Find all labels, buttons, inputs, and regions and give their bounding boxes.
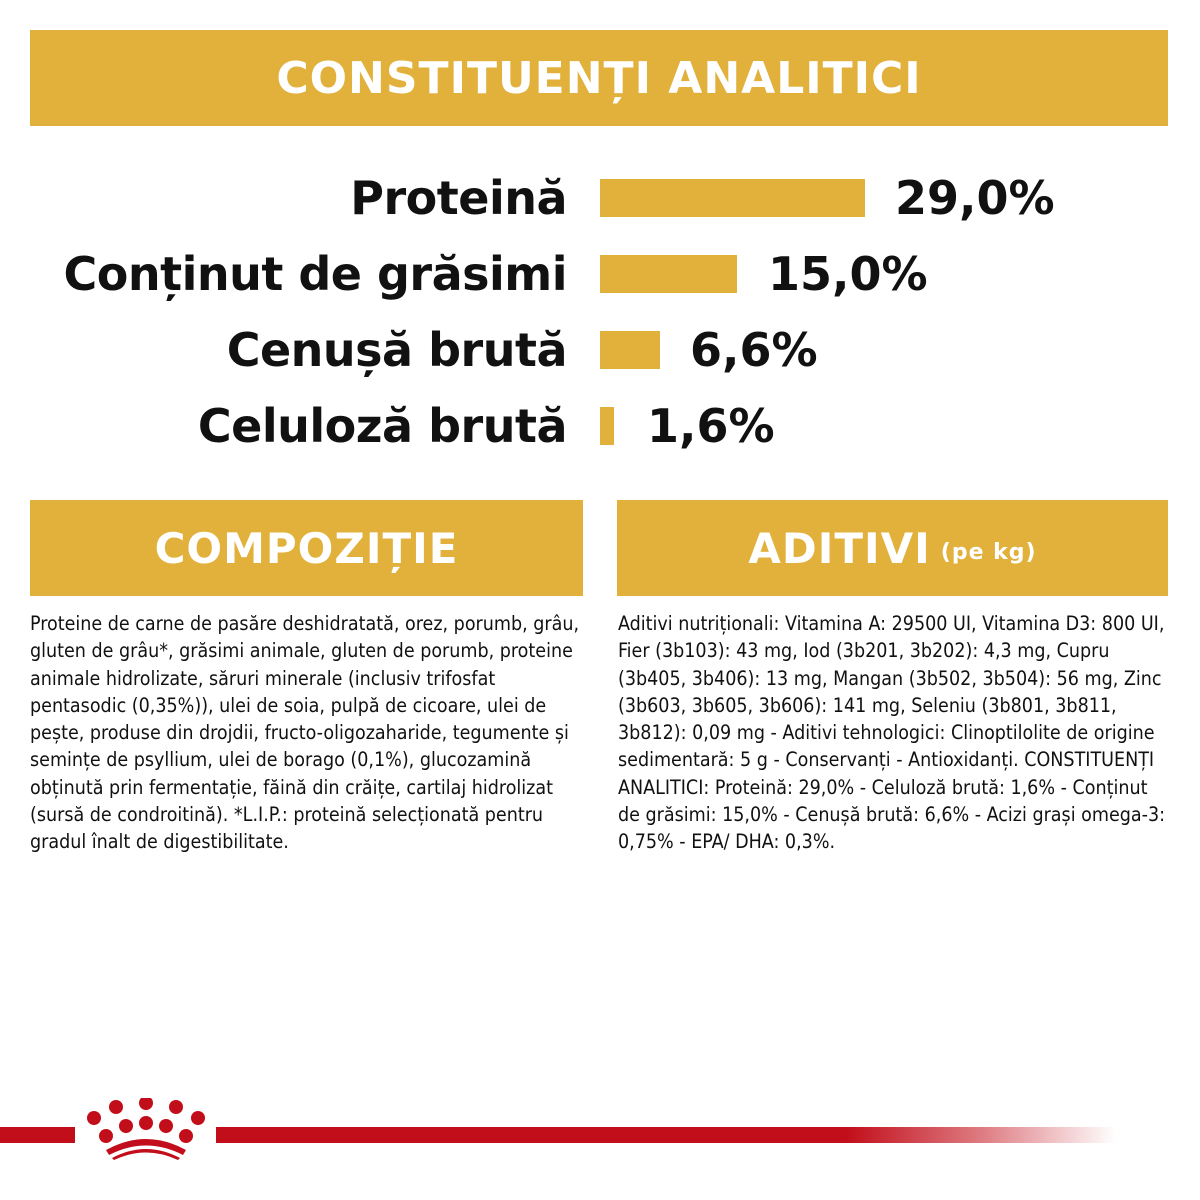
chart-row-ash: Cenușă brută 6,6%: [0, 312, 1200, 388]
additives-text: Aditivi nutriționali: Vitamina A: 29500 …: [618, 612, 1166, 854]
additives-header: ADITIVI (pe kg): [617, 500, 1168, 596]
chart-bar: [600, 331, 660, 369]
chart-label: Proteină: [350, 171, 567, 225]
constituents-bar-chart: Proteină 29,0% Conținut de grăsimi 15,0%…: [0, 160, 1200, 470]
chart-value: 6,6%: [690, 323, 818, 377]
chart-row-protein: Proteină 29,0%: [0, 160, 1200, 236]
chart-label: Conținut de grăsimi: [63, 247, 567, 301]
chart-bar: [600, 407, 614, 445]
chart-row-fibre: Celuloză brută 1,6%: [0, 388, 1200, 464]
composition-title: COMPOZIȚIE: [154, 523, 459, 573]
analytical-constituents-header: CONSTITUENȚI ANALITICI: [30, 30, 1168, 126]
chart-label: Celuloză brută: [197, 399, 568, 453]
additives-unit: (pe kg): [940, 539, 1037, 565]
chart-bar: [600, 179, 865, 217]
additives-title: ADITIVI: [748, 523, 931, 573]
chart-value: 29,0%: [895, 171, 1055, 225]
composition-header: COMPOZIȚIE: [30, 500, 583, 596]
crown-icon: [87, 1098, 205, 1160]
chart-bar: [600, 255, 737, 293]
footer-red-line-right: [216, 1127, 1116, 1143]
chart-value: 1,6%: [647, 399, 775, 453]
chart-row-fat: Conținut de grăsimi 15,0%: [0, 236, 1200, 312]
header-title: CONSTITUENȚI ANALITICI: [276, 52, 922, 104]
composition-text: Proteine de carne de pasăre deshidratată…: [30, 612, 580, 854]
chart-label: Cenușă brută: [226, 323, 568, 377]
chart-value: 15,0%: [768, 247, 928, 301]
footer-red-line-left: [0, 1127, 75, 1143]
